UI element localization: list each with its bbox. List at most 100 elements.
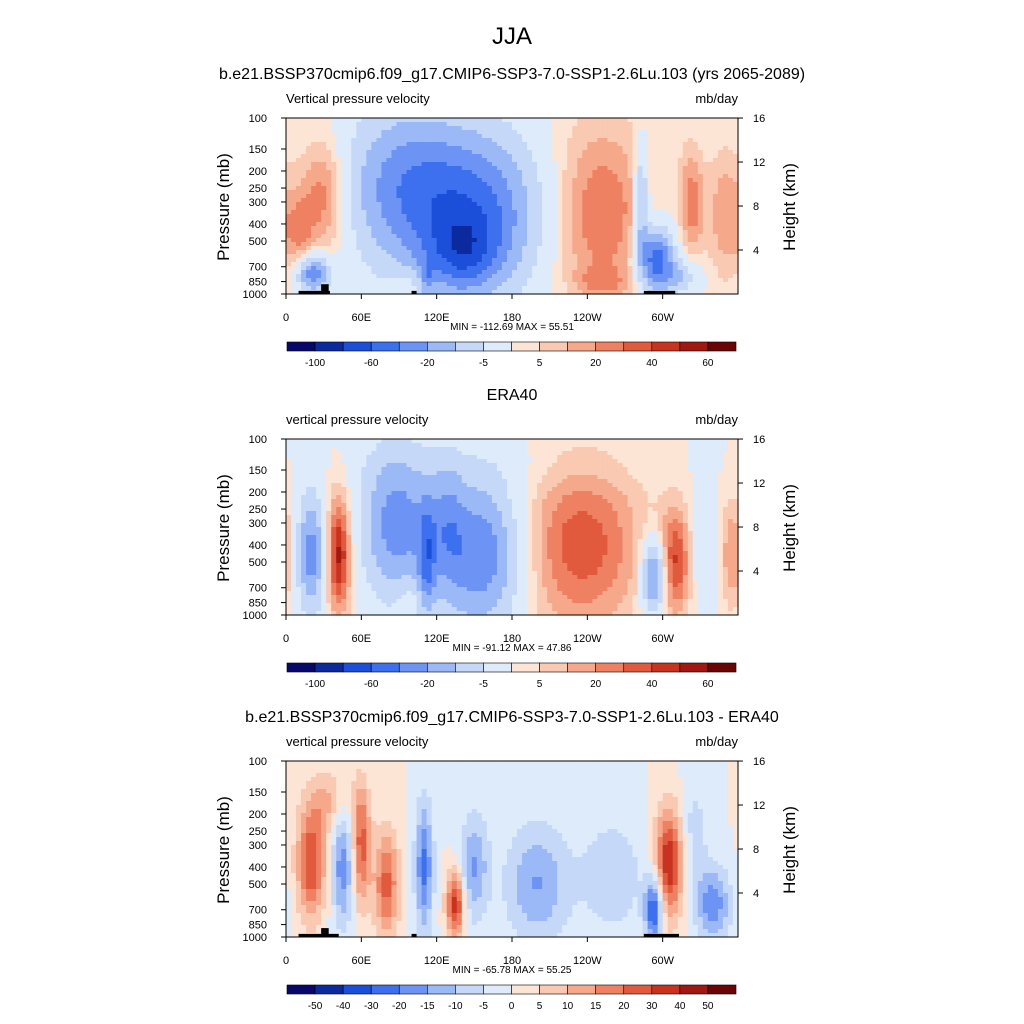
contour-cell [517,471,523,476]
contour-cell [416,447,423,452]
contour-cell [662,250,669,255]
contour-cell [501,198,508,203]
contour-cell [336,439,342,444]
contour-cell [532,270,538,275]
contour-cell [587,190,593,195]
contour-cell [542,154,548,159]
contour-cell [527,286,533,291]
contour-cell [597,234,603,239]
contour-cell [512,471,518,476]
contour-cell [431,126,438,131]
contour-cell [296,226,302,231]
contour-cell [466,439,473,444]
contour-cell [612,198,619,203]
contour-cell [456,475,463,480]
contour-cell [401,226,408,231]
contour-cell [501,234,508,239]
contour-cell [512,118,518,123]
contour-cell [451,471,458,476]
contour-cell [702,166,709,171]
contour-cell [712,162,719,167]
contour-cell [421,174,428,179]
contour-cell [632,142,639,147]
contour-cell [732,174,739,179]
y-tick-label: 250 [249,183,267,195]
contour-cell [476,202,483,207]
contour-cell [436,122,443,127]
contour-cell [381,451,388,456]
contour-cell [622,194,629,199]
contour-cell [722,162,729,167]
contour-cell [336,154,342,159]
contour-cell [517,290,523,295]
contour-cell [471,278,478,283]
contour-cell [401,479,408,484]
contour-cell [366,154,372,159]
contour-cell [291,242,297,247]
contour-cell [466,230,473,235]
contour-cell [331,262,337,267]
contour-cell [331,154,337,159]
contour-cell [717,154,724,159]
y-tick-label: 400 [249,219,267,231]
contour-cell [557,250,563,255]
contour-cell [612,447,619,452]
contour-cell [286,166,292,171]
contour-cell [396,138,403,143]
contour-cell [396,126,403,131]
contour-cell [682,146,689,151]
contour-cell [441,130,448,135]
contour-cell [517,202,523,207]
contour-cell [411,130,418,135]
contour-cell [597,459,603,464]
contour-cell [451,479,458,484]
contour-cell [346,194,352,199]
contour-cell [371,226,377,231]
contour-cell [542,443,548,448]
contour-cell [617,270,624,275]
contour-cell [532,471,538,476]
contour-cell [336,210,342,215]
contour-cell [336,451,342,456]
contour-cell [517,150,523,155]
contour-cell [637,455,644,460]
contour-cell [426,242,433,247]
contour-cell [481,258,488,263]
contour-cell [401,198,408,203]
contour-cell [476,146,483,151]
contour-cell [461,238,468,243]
contour-cell [456,254,463,259]
contour-cell [426,266,433,271]
contour-cell [476,162,483,167]
contour-cell [291,234,297,239]
contour-cell [537,206,543,211]
contour-cell [396,230,403,235]
contour-cell [647,210,654,215]
contour-cell [291,258,297,263]
contour-cell [326,174,332,179]
contour-cell [712,459,719,464]
contour-cell [727,250,734,255]
contour-cell [517,130,523,135]
contour-cell [582,234,588,239]
contour-cell [421,226,428,231]
contour-cell [697,126,704,131]
contour-cell [672,150,679,155]
contour-cell [717,210,724,215]
contour-cell [577,439,583,444]
contour-cell [491,142,498,147]
contour-cell [527,202,533,207]
contour-cell [286,238,292,243]
contour-cell [331,242,337,247]
contour-cell [517,194,523,199]
contour-cell [301,142,307,147]
contour-cell [682,118,689,123]
contour-cell [642,254,649,259]
contour-cell [547,118,553,123]
contour-cell [632,202,639,207]
contour-cell [426,282,433,287]
contour-cell [441,286,448,291]
contour-cell [376,447,383,452]
contour-cell [627,290,634,295]
contour-cell [552,286,558,291]
